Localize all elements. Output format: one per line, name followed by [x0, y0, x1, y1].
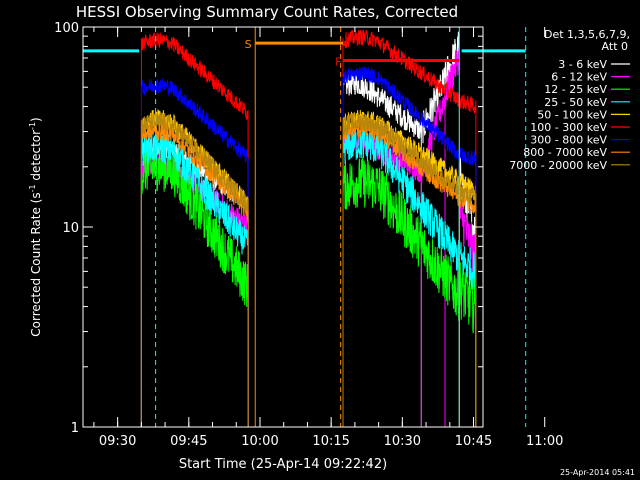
axes: 1 10 100 09:30 09:45 10:00 10:15 10:30 10:45 11:0… — [54, 21, 563, 449]
plot-area — [140, 29, 477, 427]
series-5-segment-0 — [140, 32, 249, 427]
legend-label-2: 12 - 25 keV — [544, 83, 607, 96]
series-5 — [140, 29, 477, 427]
series-3 — [140, 127, 477, 427]
legend-label-6: 300 - 800 keV — [530, 134, 607, 147]
series-7-segment-0 — [140, 120, 249, 427]
legend-label-4: 50 - 100 keV — [537, 108, 607, 121]
legend-label-0: 3 - 6 keV — [558, 58, 607, 71]
series-6-segment-1 — [342, 66, 460, 427]
series-5-segment-1 — [342, 29, 460, 427]
series-8-segment-2 — [458, 183, 477, 427]
legend-header-line2: Att 0 — [602, 40, 628, 53]
series-8-segment-0 — [140, 112, 249, 427]
flag-marker-1: F — [335, 55, 341, 68]
series-3-segment-0 — [140, 130, 249, 427]
series-1-segment-4 — [458, 196, 477, 427]
series-3-segment-1 — [342, 127, 460, 427]
x-tick-label-4: 10:30 — [384, 434, 421, 449]
x-tick-label-6: 11:00 — [526, 434, 563, 449]
timestamp: 25-Apr-2014 05:41 — [560, 468, 635, 477]
x-axis-label: Start Time (25-Apr-14 09:22:42) — [179, 457, 387, 472]
legend-label-1: 6 - 12 keV — [551, 71, 607, 84]
series-8 — [140, 112, 477, 427]
flag-annotations: SF — [82, 27, 527, 427]
legend-label-3: 25 - 50 keV — [544, 96, 607, 109]
flag-marker-0: S — [245, 38, 252, 51]
legend-label-8: 7000 - 20000 keV — [509, 159, 607, 172]
series-6-segment-2 — [458, 147, 477, 427]
series-5-segment-2 — [458, 94, 477, 427]
series-6 — [140, 66, 477, 427]
y-tick-label-1: 10 — [62, 221, 79, 236]
series-3-segment-2 — [458, 242, 477, 427]
series-2-segment-1 — [342, 157, 460, 427]
x-tick-label-5: 10:45 — [455, 434, 492, 449]
chart-title: HESSI Observing Summary Count Rates, Cor… — [76, 3, 458, 21]
series-8-segment-1 — [342, 112, 460, 427]
x-tick-label-1: 09:45 — [170, 434, 207, 449]
legend-label-5: 100 - 300 keV — [530, 121, 607, 134]
y-tick-label-0: 1 — [71, 421, 79, 436]
series-2 — [140, 144, 477, 427]
x-tick-label-2: 10:00 — [241, 434, 278, 449]
series-0-segment-1 — [342, 71, 422, 427]
x-tick-label-3: 10:15 — [312, 434, 349, 449]
legend-label-7: 800 - 7000 keV — [523, 146, 607, 159]
y-axis-label: Corrected Count Rate (s-1 detector-1) — [28, 117, 43, 336]
series-2-segment-2 — [458, 262, 477, 427]
y-tick-label-2: 100 — [54, 21, 79, 36]
series-1-segment-3 — [444, 47, 460, 427]
series-6-segment-0 — [140, 78, 249, 427]
series-2-segment-0 — [140, 144, 249, 427]
x-tick-label-0: 09:30 — [99, 434, 136, 449]
legend-header-line1: Det 1,3,5,6,7,9, — [544, 28, 630, 41]
